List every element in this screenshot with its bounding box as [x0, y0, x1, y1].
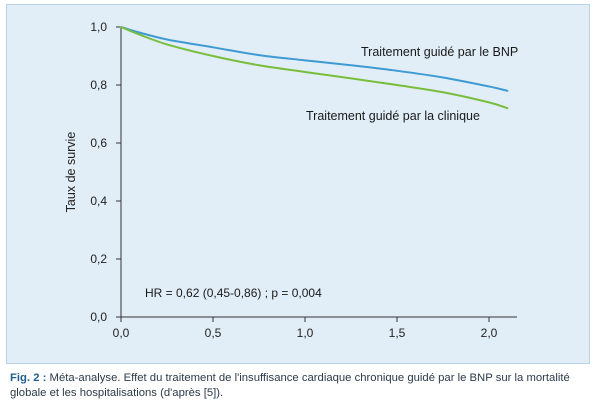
x-tick-label: 1,0 — [297, 326, 314, 340]
x-tick-label: 2,0 — [481, 326, 498, 340]
figure-caption: Fig. 2 : Méta-analyse. Effet du traiteme… — [10, 371, 592, 401]
hr-annotation: HR = 0,62 (0,45-0,86) ; p = 0,004 — [145, 286, 322, 300]
series-label-clinique: Traitement guidé par la clinique — [306, 109, 480, 123]
x-tick-label: 0,5 — [205, 326, 222, 340]
caption-text: Méta-analyse. Effet du traitement de l'i… — [10, 372, 570, 399]
y-tick-label: 0,4 — [90, 194, 107, 208]
series-line-clinique — [120, 26, 509, 110]
series-line-bnp — [120, 26, 509, 92]
survival-chart: 0,0 0,2 0,4 0,6 0,8 1,0 0,0 0,5 1,0 1,5 2,0 Taux de… — [64, 20, 518, 340]
x-tick-label: 1,5 — [389, 326, 406, 340]
y-tick-label: 1,0 — [90, 20, 107, 34]
y-tick-label: 0,0 — [90, 310, 107, 324]
caption-label: Fig. 2 : — [10, 372, 47, 384]
y-tick-label: 0,2 — [90, 252, 107, 266]
y-tick-label: 0,6 — [90, 136, 107, 150]
x-tick-label: 0,0 — [113, 326, 130, 340]
y-axis-label: Taux de survie — [64, 132, 78, 213]
y-tick-label: 0,8 — [90, 78, 107, 92]
series-label-bnp: Traitement guidé par le BNP — [361, 45, 518, 59]
figure-panel — [6, 4, 590, 364]
